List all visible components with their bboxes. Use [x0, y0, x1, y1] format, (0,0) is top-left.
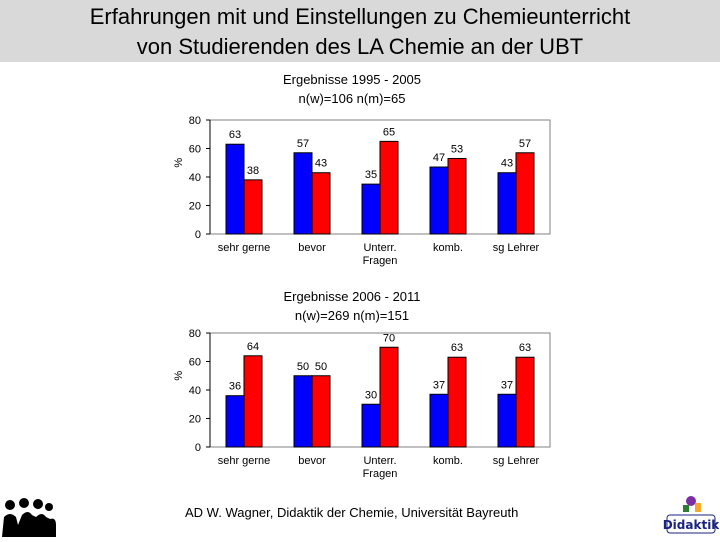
data-label-w-0: 63	[229, 129, 241, 141]
bar-w-2	[361, 183, 381, 235]
page-title-line-1: Erfahrungen mit und Einstellungen zu Che…	[89, 4, 631, 29]
y-tick-label: 60	[189, 357, 201, 369]
data-label-w-1: 50	[297, 361, 309, 373]
category-label-0: sehr gerne	[218, 455, 271, 467]
bar-w-1	[293, 375, 313, 448]
bar-m-4	[515, 356, 535, 448]
bar-w-3	[429, 393, 449, 448]
y-tick-label: 20	[189, 414, 201, 426]
data-label-w-4: 43	[501, 158, 513, 170]
data-label-w-1: 57	[297, 138, 309, 150]
y-tick-label: 0	[195, 442, 201, 454]
data-label-w-4: 37	[501, 379, 513, 391]
data-label-m-2: 70	[383, 332, 395, 344]
chart-2006-2011: Ergebnisse 2006 - 2011 n(w)=269 n(m)=151 0…	[173, 289, 551, 480]
category-label-4: sg Lehrer	[493, 242, 540, 254]
category-label-2: Unterr. Fragen	[363, 242, 398, 267]
category-label-1: bevor	[298, 242, 326, 254]
category-label-3: komb.	[433, 455, 463, 467]
category-label-0: sehr gerne	[218, 242, 271, 254]
category-label-3: komb.	[433, 242, 463, 254]
data-label-m-3: 63	[451, 342, 463, 354]
data-label-w-2: 30	[365, 389, 377, 401]
data-label-w-3: 47	[433, 152, 445, 164]
page-title-line-2: von Studierenden des LA Chemie an der UB…	[136, 34, 584, 59]
bar-w-2	[361, 403, 381, 448]
data-label-m-1: 43	[315, 158, 327, 170]
data-label-w-3: 37	[433, 379, 445, 391]
category-label-4: sg Lehrer	[493, 455, 540, 467]
data-label-w-0: 36	[229, 381, 241, 393]
y-tick-label: 80	[189, 115, 201, 127]
data-label-m-4: 57	[519, 138, 531, 150]
bar-m-2	[379, 346, 399, 448]
data-label-m-0: 64	[247, 341, 259, 353]
bar-w-0	[225, 395, 245, 448]
bar-m-1	[311, 375, 331, 448]
chart-subtitle: n(w)=106 n(m)=65	[299, 91, 406, 106]
data-label-m-3: 53	[451, 143, 463, 155]
footer-credit: AD W. Wagner, Didaktik der Chemie, Unive…	[185, 505, 519, 520]
chart-title: Ergebnisse 1995 - 2005	[283, 72, 421, 87]
people-silhouette-icon	[0, 495, 56, 542]
y-tick-label: 40	[189, 172, 201, 184]
chart-subtitle: n(w)=269 n(m)=151	[295, 308, 409, 323]
category-label-1: bevor	[298, 455, 326, 467]
bar-w-0	[225, 143, 245, 235]
didaktik-logo: Didaktik	[663, 493, 720, 542]
data-label-m-0: 38	[247, 165, 259, 177]
title-bar: Erfahrungen mit und Einstellungen zu Che…	[0, 0, 720, 62]
bar-m-3	[447, 157, 467, 235]
y-tick-label: 60	[189, 144, 201, 156]
y-tick-label: 40	[189, 385, 201, 397]
bar-w-3	[429, 166, 449, 235]
bar-m-3	[447, 356, 467, 448]
y-axis-label: %	[173, 371, 185, 381]
bar-m-4	[515, 152, 535, 235]
chart-title: Ergebnisse 2006 - 2011	[283, 289, 420, 304]
y-tick-label: 80	[189, 328, 201, 340]
bar-m-2	[379, 140, 399, 235]
bar-m-0	[243, 179, 263, 235]
logo-text: Didaktik	[663, 518, 719, 532]
bar-m-1	[311, 172, 331, 235]
y-tick-label: 20	[189, 201, 201, 213]
data-label-w-2: 35	[365, 169, 377, 181]
bar-w-1	[293, 152, 313, 235]
data-label-m-2: 65	[383, 126, 395, 138]
bar-w-4	[497, 172, 517, 235]
y-axis-label: %	[173, 158, 185, 168]
data-label-m-1: 50	[315, 361, 327, 373]
data-label-m-4: 63	[519, 342, 531, 354]
bar-m-0	[243, 355, 263, 448]
chart-1995-2005: Ergebnisse 1995 - 2005 n(w)=106 n(m)=65 0 2…	[173, 72, 551, 267]
bar-w-4	[497, 393, 517, 448]
y-tick-label: 0	[195, 229, 201, 241]
category-label-2: Unterr. Fragen	[363, 455, 398, 480]
